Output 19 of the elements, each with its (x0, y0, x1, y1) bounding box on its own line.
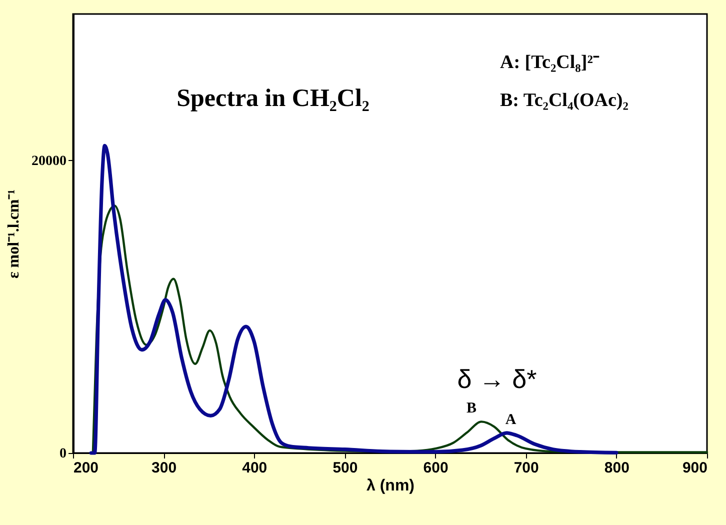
x-tick-label: 200 (74, 460, 99, 476)
x-tick-label: 600 (423, 460, 448, 476)
series-label: B (466, 400, 476, 417)
x-tick-label: 800 (604, 460, 630, 476)
x-tick-label: 500 (332, 460, 358, 476)
x-axis-title: λ (nm) (366, 478, 414, 494)
y-axis-title: ε mol⁻¹.l.cm⁻¹ (6, 189, 22, 279)
x-tick-label: 700 (514, 460, 539, 476)
annotation: A: [Tc₂Cl₈]²⁻ (500, 52, 600, 73)
x-tick-label: 300 (152, 460, 177, 476)
series-label: A (505, 412, 516, 428)
annotation: δ → δ* (457, 364, 537, 394)
line-series (89, 144, 618, 455)
x-tick-label: 900 (682, 460, 708, 476)
y-tick-label: 0 (60, 446, 66, 462)
text: Spectra in CH₂Cl₂ (176, 85, 370, 112)
annotation: B: Tc₂Cl₄(OAc)₂ (500, 90, 629, 111)
x-tick-label: 400 (242, 460, 268, 476)
y-tick-label: 20000 (32, 154, 66, 169)
